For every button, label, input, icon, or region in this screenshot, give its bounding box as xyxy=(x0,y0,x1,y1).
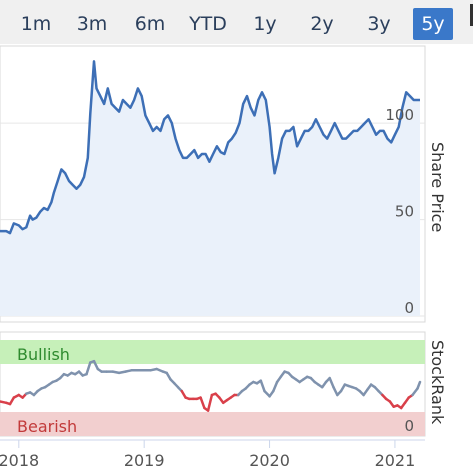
x-tick-label: 2019 xyxy=(124,451,165,470)
price-tick-label: 0 xyxy=(404,299,414,317)
rank-line-segment xyxy=(8,396,16,406)
range-button-3m[interactable]: 3m xyxy=(76,13,108,35)
rank-line-segment xyxy=(206,393,214,412)
rank-band-label-bullish: Bullish xyxy=(17,345,70,364)
rank-line-segment xyxy=(165,371,172,381)
rank-line-segment xyxy=(328,376,335,389)
price-tick-labels: 0 50 100 xyxy=(385,106,414,317)
range-selector-bar: 1m 3m 6m YTD 1y 2y 3y 5y xyxy=(0,0,473,44)
rank-band-label-bearish: Bearish xyxy=(17,417,77,436)
rank-line-segment xyxy=(92,359,100,371)
rank-line-segment xyxy=(199,396,206,410)
rank-tick-label: 0 xyxy=(404,417,414,435)
range-button-6m[interactable]: 6m xyxy=(134,13,166,35)
rank-band-bearish xyxy=(0,412,425,436)
range-button-1m[interactable]: 1m xyxy=(20,13,52,35)
x-tick-label: 2021 xyxy=(375,451,416,470)
range-button-3y[interactable]: 3y xyxy=(367,13,391,35)
rank-line-segment xyxy=(416,380,422,390)
price-tick-label: 100 xyxy=(385,106,414,124)
x-tick-label: 2020 xyxy=(249,451,290,470)
rank-band-bullish xyxy=(0,340,425,364)
rank-axis-label: StockRank xyxy=(428,340,447,425)
rank-line-segment xyxy=(180,389,187,399)
rank-series-lines xyxy=(0,359,422,412)
rank-line-segment xyxy=(411,387,419,397)
rank-line-segment xyxy=(272,380,279,393)
price-area-fill xyxy=(0,61,420,317)
x-axis-ticks: 2018 2019 2020 2021 xyxy=(0,440,415,470)
rank-line-segment xyxy=(85,361,92,376)
edge-marker xyxy=(470,4,473,26)
rank-line-segment xyxy=(332,385,339,397)
rank-bands: Bullish Bearish xyxy=(0,340,425,436)
x-tick-label: 2018 xyxy=(0,451,39,470)
range-button-1y[interactable]: 1y xyxy=(253,13,277,35)
range-button-ytd[interactable]: YTD xyxy=(189,13,227,35)
rank-line-segment xyxy=(339,383,347,393)
price-axis-label: Share Price xyxy=(428,142,447,232)
range-button-2y[interactable]: 2y xyxy=(310,13,334,35)
rank-tick-labels: 0 xyxy=(404,417,414,435)
rank-line-segment xyxy=(259,379,266,393)
price-series-line xyxy=(0,60,420,235)
price-tick-label: 50 xyxy=(395,203,414,221)
range-button-5y[interactable]: 5y xyxy=(413,8,453,40)
